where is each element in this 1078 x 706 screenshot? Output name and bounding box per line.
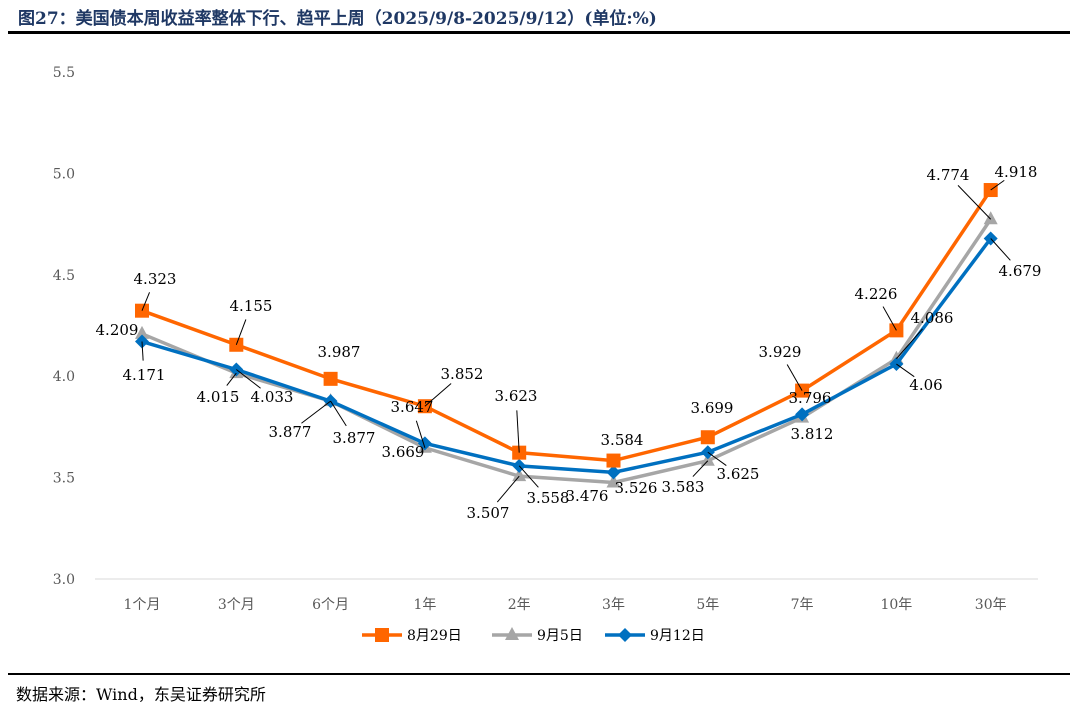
data-label: 4.209 (96, 321, 139, 339)
legend-label: 9月5日 (537, 628, 583, 644)
leader-line (786, 364, 803, 391)
data-label: 4.918 (995, 163, 1038, 181)
series-line-2 (141, 237, 993, 475)
data-label: 3.625 (717, 465, 760, 483)
data-point (700, 452, 715, 466)
data-label: 3.699 (691, 399, 734, 417)
y-tick-label: 5.0 (53, 166, 75, 182)
leader-line (415, 420, 426, 448)
data-label: 3.647 (391, 398, 434, 416)
x-tick-label: 2年 (508, 597, 531, 613)
data-label: 4.155 (230, 297, 273, 315)
data-point (983, 211, 998, 225)
x-tick-label: 30年 (975, 597, 1007, 613)
data-point (606, 474, 621, 488)
leader-line (516, 410, 520, 453)
series-line-0 (141, 189, 993, 463)
leader-line (330, 400, 347, 427)
data-label: 4.171 (123, 366, 166, 384)
y-tick-label: 4.0 (53, 369, 75, 385)
leader-line (226, 372, 237, 386)
x-tick-label: 1个月 (124, 597, 161, 613)
data-label: 4.323 (134, 270, 177, 288)
leader-line (141, 341, 144, 361)
leader-line (882, 306, 897, 331)
leader-line (896, 328, 923, 360)
data-label: 4.015 (197, 388, 240, 406)
data-label: 4.033 (251, 388, 294, 406)
data-label: 3.507 (467, 504, 510, 522)
footer-divider (8, 673, 1070, 675)
x-tick-label: 10年 (880, 597, 912, 613)
x-tick-label: 7年 (791, 597, 814, 613)
y-tick-label: 3.5 (53, 471, 75, 487)
data-label: 3.526 (615, 479, 658, 497)
y-tick-label: 5.5 (53, 65, 75, 81)
leader-line (707, 451, 727, 466)
source-note: 数据来源：Wind，东吴证券研究所 (16, 685, 266, 704)
data-label: 3.877 (333, 429, 376, 447)
y-tick-label: 3.0 (53, 572, 75, 588)
data-label: 3.877 (269, 423, 312, 441)
data-point (606, 465, 621, 480)
data-label: 3.583 (662, 478, 705, 496)
legend-marker (505, 627, 519, 640)
data-label: 4.774 (927, 166, 970, 184)
data-label: 3.852 (441, 365, 484, 383)
data-label: 3.812 (791, 425, 834, 443)
x-tick-label: 1年 (413, 597, 436, 613)
legend-label: 9月12日 (650, 628, 705, 644)
data-label: 3.796 (789, 389, 832, 407)
x-tick-label: 5年 (696, 597, 719, 613)
leader-line (496, 475, 520, 503)
data-label: 3.669 (382, 443, 425, 461)
data-point (700, 430, 715, 445)
data-label: 3.929 (759, 343, 802, 361)
figure-title: 图27：美国债本周收益率整体下行、趋平上周（2025/9/8-2025/9/12… (18, 9, 657, 29)
leader-line (301, 400, 331, 424)
data-label: 3.623 (495, 387, 538, 405)
leader-line (990, 238, 1011, 261)
y-tick-label: 4.5 (53, 268, 75, 284)
leader-line (518, 465, 539, 488)
data-point (512, 468, 527, 482)
leader-line (692, 460, 709, 477)
x-tick-label: 3年 (602, 597, 625, 613)
leader-line (141, 292, 150, 311)
data-label: 4.086 (911, 309, 954, 327)
data-label: 4.679 (999, 262, 1042, 280)
title-divider (8, 31, 1070, 34)
data-label: 3.476 (566, 487, 609, 505)
x-tick-label: 3个月 (218, 597, 255, 613)
data-point (417, 436, 432, 451)
data-point (135, 325, 149, 339)
data-point (323, 371, 338, 386)
legend-marker (618, 628, 632, 642)
x-tick-label: 6个月 (312, 597, 349, 613)
data-point (795, 407, 810, 422)
data-label: 3.584 (601, 431, 644, 449)
leader-line (990, 179, 1005, 191)
leader-line (235, 319, 247, 345)
legend-label: 8月29日 (407, 628, 462, 644)
leader-line (896, 363, 915, 378)
legend-marker (375, 628, 389, 642)
data-label: 3.558 (527, 489, 570, 507)
data-label: 4.226 (855, 285, 898, 303)
data-label: 3.987 (318, 343, 361, 361)
data-point (606, 453, 621, 468)
leader-line (957, 185, 992, 220)
leader-line (424, 383, 452, 407)
data-label: 4.06 (909, 376, 942, 394)
leader-line (235, 369, 261, 389)
